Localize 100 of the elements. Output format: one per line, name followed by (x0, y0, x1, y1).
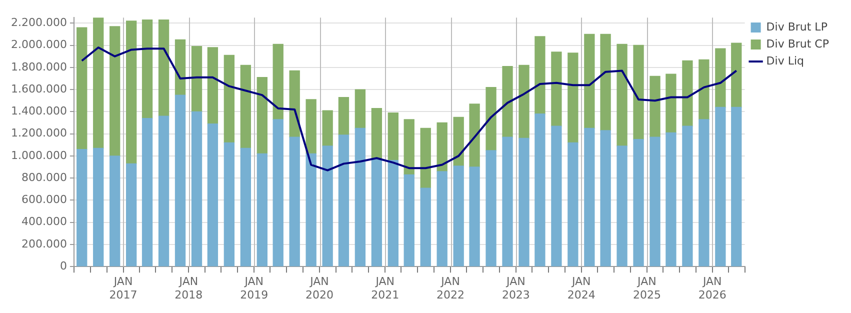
legend-label: Div Liq (766, 54, 804, 68)
x-tick-label: JAN 2022 (436, 275, 465, 302)
bar (715, 106, 726, 266)
bar (534, 36, 546, 114)
y-tick-label: 200.000 (21, 237, 67, 250)
bar (76, 27, 88, 150)
bar (616, 146, 628, 266)
bar (126, 163, 137, 266)
legend-label: Div Brut CP (766, 37, 830, 50)
x-tick-label: JAN 2020 (306, 275, 334, 302)
bar (551, 126, 562, 266)
bar (666, 132, 676, 266)
y-tick-label: 1.800.000 (11, 60, 67, 74)
bar (600, 130, 611, 266)
bar (436, 171, 448, 266)
bar (256, 77, 268, 154)
y-tick-label: 1.400.000 (11, 104, 67, 118)
bar (650, 136, 660, 266)
y-tick-label: 0 (60, 259, 67, 272)
x-tick-label: JAN 2024 (567, 275, 596, 302)
bar (110, 26, 120, 156)
bar (272, 119, 284, 266)
bar (568, 52, 578, 143)
bar (93, 148, 104, 266)
bar (126, 20, 137, 164)
bar (354, 89, 366, 129)
bar (256, 153, 268, 266)
y-tick-label: 600.000 (21, 193, 67, 206)
x-tick-label: JAN 2017 (109, 275, 138, 302)
bar (666, 74, 676, 134)
bar (404, 119, 414, 176)
x-tick-label: JAN 2019 (240, 275, 268, 302)
bar (650, 76, 660, 138)
bar (420, 188, 431, 266)
bar (142, 19, 153, 119)
bar (338, 134, 350, 266)
x-tick-label: JAN 2023 (502, 275, 530, 302)
bar (388, 160, 399, 266)
bar (486, 86, 496, 151)
bar (240, 148, 252, 266)
bar (158, 19, 170, 116)
bar (633, 44, 644, 140)
y-tick-label: 2.000.000 (11, 38, 67, 52)
bar (600, 34, 611, 131)
bar (354, 128, 366, 266)
bar (240, 64, 252, 149)
bar (469, 166, 480, 266)
bar (207, 47, 218, 124)
bar (518, 64, 530, 139)
bar (534, 114, 546, 266)
bar (502, 66, 513, 138)
bar (682, 60, 693, 126)
bar (191, 111, 202, 266)
bar (436, 122, 448, 172)
bar (486, 150, 496, 266)
y-tick-label: 1.200.000 (11, 126, 67, 140)
bar (322, 110, 333, 146)
bar (174, 39, 186, 96)
bar (158, 116, 170, 266)
bar (191, 46, 202, 112)
bar (306, 99, 316, 154)
bar (633, 139, 644, 266)
bar (698, 119, 710, 266)
bar (306, 153, 316, 266)
bar (502, 136, 513, 266)
bar (142, 118, 153, 266)
bar (551, 52, 562, 126)
y-tick-label: 1.000.000 (11, 148, 67, 162)
bar (715, 48, 726, 108)
y-tick-label: 400.000 (21, 215, 67, 228)
bar (518, 138, 530, 266)
y-tick-label: 2.200.000 (11, 16, 67, 29)
x-tick-label: JAN 2026 (698, 275, 726, 302)
bar (453, 166, 464, 266)
bar (469, 104, 480, 168)
bar (682, 126, 693, 266)
bar (731, 106, 742, 266)
bar (224, 142, 235, 266)
bar (289, 136, 300, 266)
bar (371, 108, 382, 160)
bar (584, 128, 595, 266)
bar (420, 128, 431, 188)
bar (698, 59, 710, 120)
bar (731, 42, 742, 108)
bar (289, 70, 300, 138)
bar (174, 94, 186, 266)
y-tick-label: 800.000 (21, 170, 67, 184)
bar (371, 158, 382, 266)
bar (224, 54, 235, 143)
bar (76, 148, 88, 266)
bar (388, 112, 399, 161)
x-tick-label: JAN 2018 (174, 275, 203, 302)
bar (568, 142, 578, 266)
y-tick-label: 1.600.000 (11, 82, 67, 96)
bar (338, 96, 350, 136)
bar (272, 44, 284, 120)
bar (453, 116, 464, 166)
x-tick-label: JAN 2021 (371, 275, 400, 302)
bar (404, 174, 414, 266)
bar (110, 156, 120, 266)
